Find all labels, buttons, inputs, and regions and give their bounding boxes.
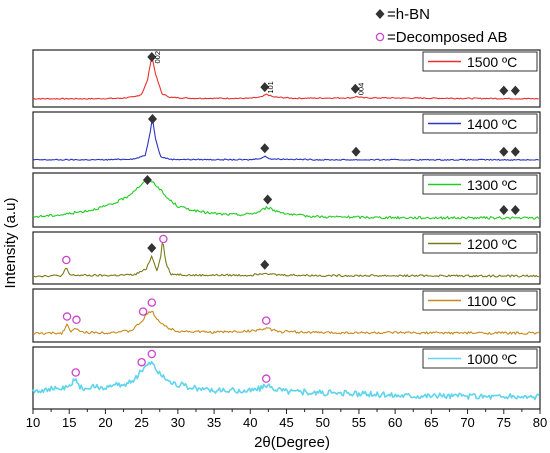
x-tick-label: 25 [134,415,148,430]
series-legend-box [422,174,538,195]
panel-1500c: 1500 ºC 002 101 004 [32,49,541,108]
x-tick-label: 75 [497,415,511,430]
panel-1000c: 1000 ºC [32,346,541,410]
decomposed-ab-circle-marker [261,316,271,325]
x-tick-label: 10 [26,415,40,430]
legend: =h-BN =Decomposed AB [375,6,508,46]
x-tick-label: 45 [279,415,293,430]
hbn-diamond-marker [148,114,158,124]
series-line [32,56,539,100]
hbn-diamond-marker [142,175,152,185]
series-legend-box [422,348,538,369]
x-axis: 10 15 20 25 30 35 40 45 50 55 60 65 70 75 80 [26,409,547,430]
decomposed-ab-circle-marker [72,315,81,325]
hbn-diamond-marker [510,146,520,157]
series-line [32,360,540,401]
series-legend-label: 1300 ºC [467,177,517,193]
panel-1100c: 1100 ºC [32,288,541,343]
x-tick-label: 30 [171,415,185,430]
decomposed-ab-circle-marker [71,368,80,377]
panel-1300c: 1300 ºC [32,172,541,228]
hbn-diamond-marker [499,204,509,215]
x-tick-label: 80 [533,415,547,430]
hbn-diamond-marker [263,194,273,205]
legend-label-decomposed-ab: =Decomposed AB [387,29,508,46]
miller-index-label: 002 [153,51,162,64]
series-legend-box [422,233,538,254]
series-line [32,242,539,278]
series-line [32,120,539,161]
decomposed-ab-circle-marker [261,374,271,383]
panel-1400c: 1400 ºC [32,111,541,169]
x-tick-label: 35 [207,415,221,430]
series-legend-label: 1000 ºC [467,351,517,367]
hbn-diamond-marker [260,82,270,93]
hbn-diamond-marker [510,85,520,96]
miller-index-label: 004 [356,83,365,96]
decomposed-ab-circle-marker [375,32,385,42]
series-legend-label: 1400 ºC [467,116,517,132]
hbn-diamond-marker [260,143,270,154]
legend-label-hbn: =h-BN [387,6,430,23]
x-tick-label: 55 [352,415,366,430]
decomposed-ab-circle-marker [62,312,72,321]
series-legend-label: 1200 ºC [467,236,517,252]
decomposed-ab-circle-marker [159,234,168,244]
x-tick-label: 40 [243,415,257,430]
x-axis-title: 2θ(Degree) [254,434,330,451]
hbn-diamond-marker [499,146,509,157]
x-tick-label: 20 [98,415,112,430]
y-axis-title: Intensity (a.u) [2,198,19,289]
panel-1200c: 1200 ºC [32,231,541,285]
x-tick-label: 50 [315,415,329,430]
decomposed-ab-circle-marker [62,255,71,265]
hbn-diamond-marker [351,146,361,157]
series-legend-label: 1100 ºC [467,293,516,309]
series-legend-box [422,290,538,311]
hbn-diamond-marker [510,204,520,215]
series-line [32,179,540,220]
miller-index-label: 101 [266,81,275,94]
decomposed-ab-circle-marker [138,307,148,316]
hbn-diamond-marker [350,83,360,94]
x-tick-label: 60 [388,415,402,430]
series-line [32,310,540,335]
hbn-diamond-marker [499,85,509,96]
panels-group: 1500 ºC 002 101 004 1400 ºC 1300 ºC 1200 ºC 110… [32,49,541,410]
decomposed-ab-circle-marker [147,349,157,359]
hbn-diamond-marker [375,9,385,19]
x-tick-label: 15 [62,415,76,430]
hbn-diamond-marker [147,52,157,62]
series-legend-box [422,113,538,134]
decomposed-ab-circle-marker [147,298,157,307]
x-tick-label: 70 [460,415,474,430]
series-legend-box [422,51,538,72]
hbn-diamond-marker [260,259,270,270]
x-tick-label: 65 [424,415,438,430]
decomposed-ab-circle-marker [137,357,146,367]
series-legend-label: 1500 ºC [467,54,517,70]
hbn-diamond-marker [147,243,157,253]
